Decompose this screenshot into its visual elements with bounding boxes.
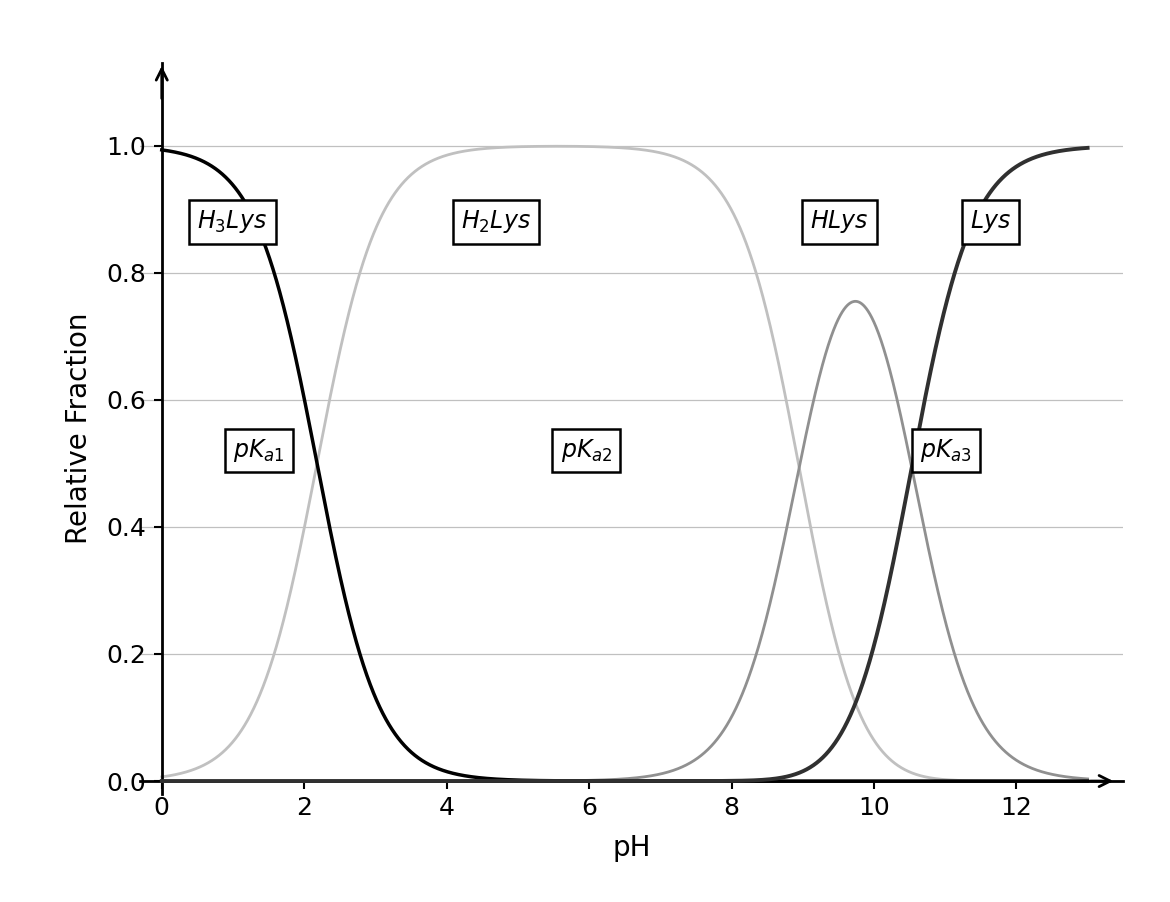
Text: $pK_{a3}$: $pK_{a3}$	[921, 437, 972, 465]
Text: $HLys$: $HLys$	[810, 208, 868, 235]
Text: $pK_{a1}$: $pK_{a1}$	[233, 437, 284, 465]
Text: $Lys$: $Lys$	[970, 208, 1011, 235]
Text: $H_{3}Lys$: $H_{3}Lys$	[198, 208, 267, 235]
Text: $H_{2}Lys$: $H_{2}Lys$	[461, 208, 531, 235]
X-axis label: pH: pH	[613, 834, 651, 862]
Y-axis label: Relative Fraction: Relative Fraction	[64, 313, 92, 544]
Text: $pK_{a2}$: $pK_{a2}$	[560, 437, 612, 465]
